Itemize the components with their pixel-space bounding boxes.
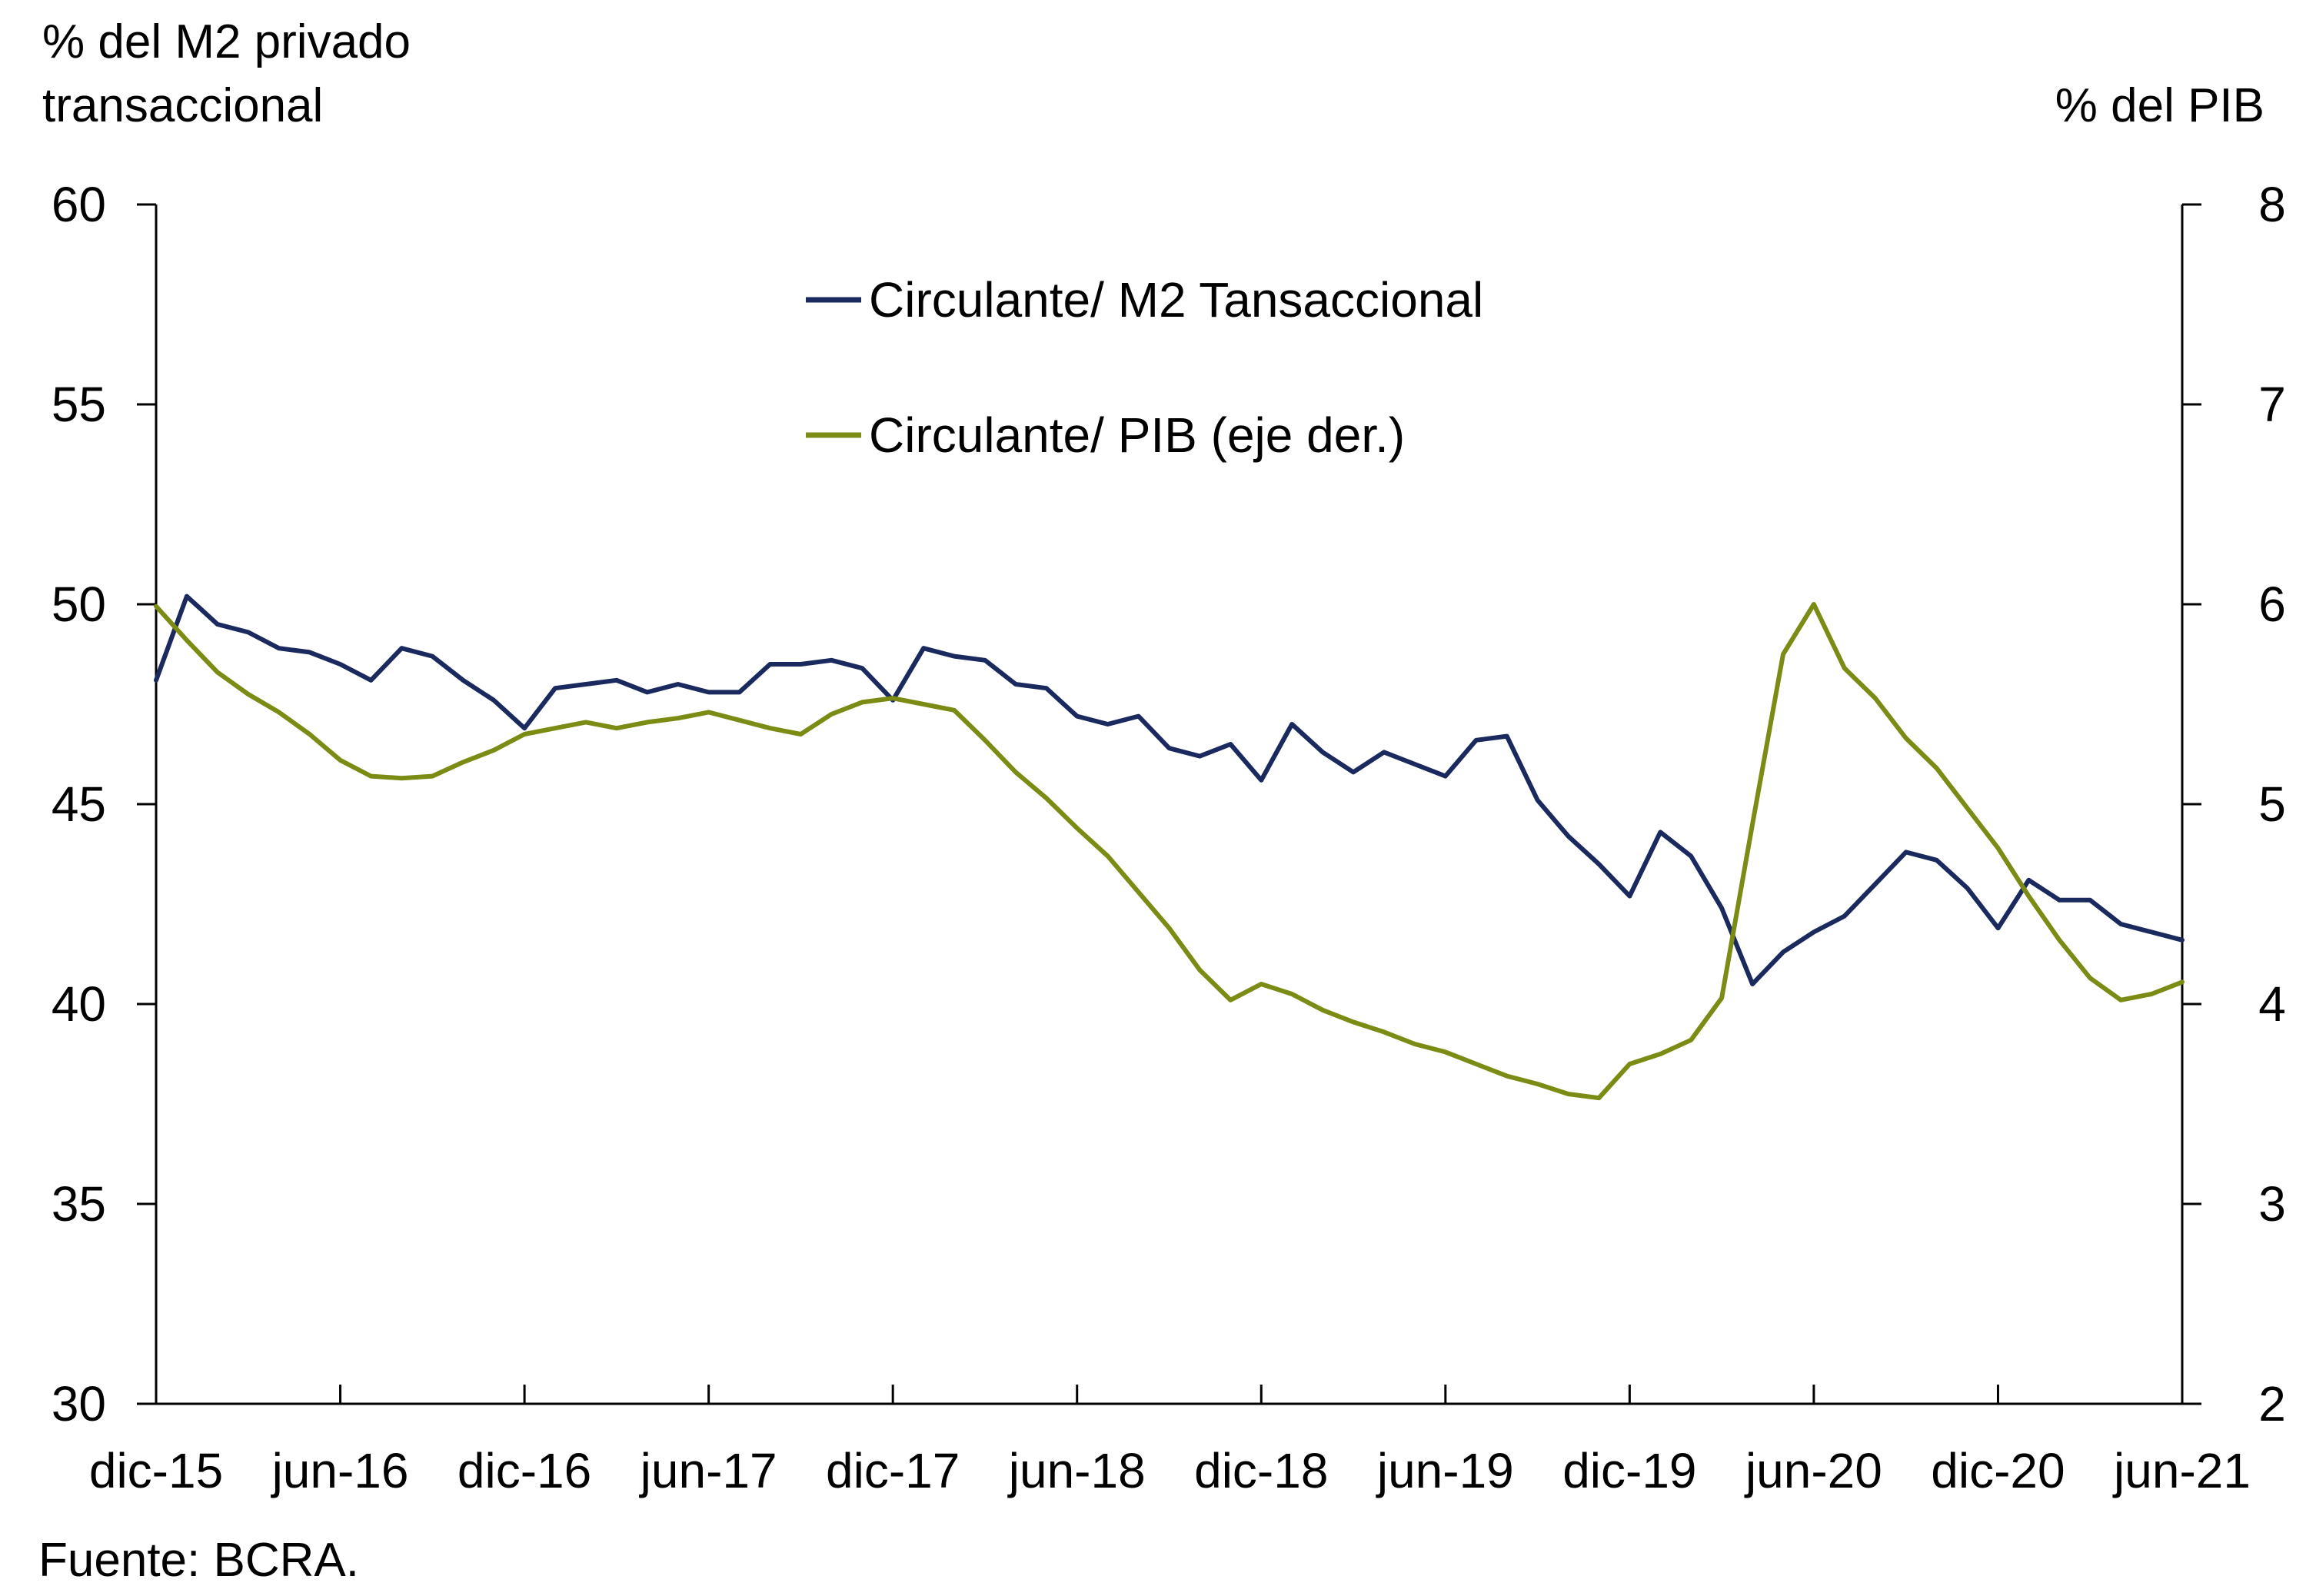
series-line-circulante-m2 [154, 594, 2185, 986]
x-tick-label: jun-18 [1007, 1443, 1146, 1498]
x-tick-label: dic-20 [1931, 1443, 2065, 1498]
legend-label-circulante-pib: Circulante/ PIB (eje der.) [869, 407, 1405, 463]
left-axis-title-line1: % del M2 privado [42, 15, 411, 68]
left-y-tick-label: 45 [52, 776, 106, 832]
right-y-tick-label: 5 [2258, 776, 2286, 832]
left-y-tick-label: 55 [52, 377, 106, 432]
x-tick-label: jun-19 [1376, 1443, 1514, 1498]
x-tick-label: dic-18 [1194, 1443, 1328, 1498]
left-y-tick-label: 30 [52, 1376, 106, 1431]
right-axis-title: % del PIB [2055, 79, 2264, 132]
right-y-tick-label: 7 [2258, 377, 2286, 432]
right-y-tick-label: 6 [2258, 577, 2286, 632]
legend-label-circulante-m2: Circulante/ M2 Tansaccional [869, 272, 1483, 328]
x-tick-label: dic-16 [458, 1443, 591, 1498]
x-tick-label: jun-17 [639, 1443, 777, 1498]
source-note: Fuente: BCRA. [38, 1534, 359, 1587]
x-tick-label: jun-16 [271, 1443, 409, 1498]
left-y-tick-label: 50 [52, 577, 106, 632]
x-tick-label: dic-15 [89, 1443, 223, 1498]
series-line-circulante-pib [154, 602, 2185, 1101]
x-tick-label: dic-17 [826, 1443, 960, 1498]
x-tick-label: jun-21 [2112, 1443, 2251, 1498]
left-y-tick-label: 60 [52, 177, 106, 232]
x-tick-label: dic-19 [1562, 1443, 1696, 1498]
x-tick-label: jun-20 [1744, 1443, 1882, 1498]
right-y-tick-label: 8 [2258, 177, 2286, 232]
left-y-tick-label: 40 [52, 976, 106, 1032]
left-y-tick-label: 35 [52, 1176, 106, 1232]
left-axis-title-line2: transaccional [42, 79, 323, 132]
right-y-tick-label: 2 [2258, 1376, 2286, 1431]
legend: Circulante/ M2 Tansaccional Circulante/ P… [806, 272, 1483, 463]
right-y-tick-label: 4 [2258, 976, 2286, 1032]
series-layer [154, 594, 2185, 1101]
right-y-tick-label: 3 [2258, 1176, 2286, 1232]
